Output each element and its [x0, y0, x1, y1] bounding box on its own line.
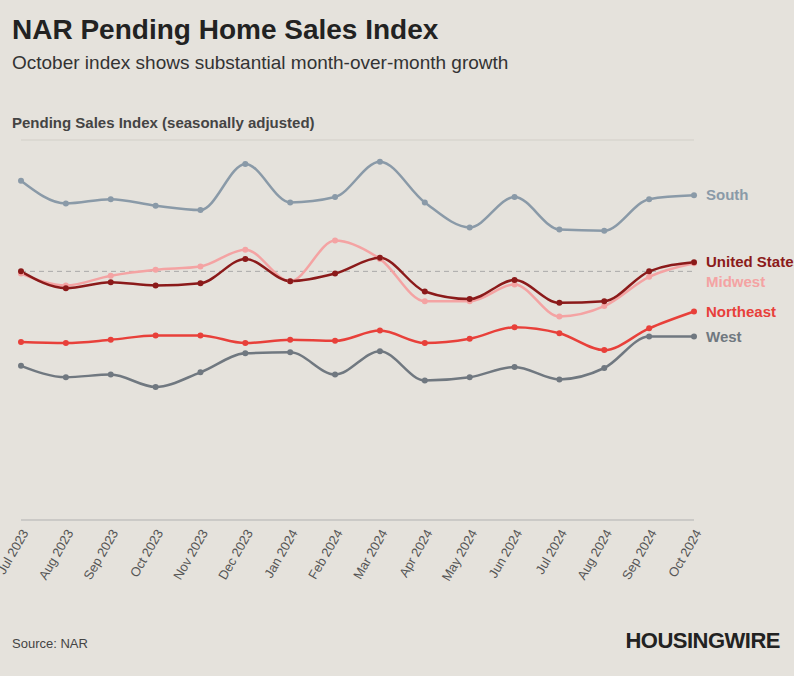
- html-text:October index shows substantia: October index shows substantial month-ov…: [12, 52, 509, 73]
- svg-text:Oct 2024: Oct 2024: [665, 527, 704, 580]
- svg-text:Jan 2024: Jan 2024: [261, 527, 301, 581]
- html-text:NAR Pending Home Sales Index: NAR Pending Home Sales Index: [12, 14, 439, 45]
- svg-text:Aug 2023: Aug 2023: [36, 527, 77, 583]
- svg-text:Sep 2023: Sep 2023: [80, 527, 121, 583]
- svg-text:Jul 2023: Jul 2023: [8, 527, 32, 577]
- svg-text:Jul 2024: Jul 2024: [532, 527, 570, 577]
- svg-text:Midwest: Midwest: [706, 273, 765, 290]
- html-text:HOUSINGWIRE: HOUSINGWIRE: [625, 628, 780, 653]
- svg-text:Jun 2024: Jun 2024: [485, 527, 525, 581]
- svg-text:United States: United States: [706, 253, 786, 270]
- svg-text:Northeast: Northeast: [706, 303, 776, 320]
- html-text:Pending Sales Index (seasonall: Pending Sales Index (seasonally adjusted…: [12, 114, 315, 131]
- svg-text:South: South: [706, 186, 749, 203]
- svg-text:Sep 2024: Sep 2024: [619, 527, 660, 583]
- svg-text:Nov 2023: Nov 2023: [170, 527, 211, 583]
- html-text:Source: NAR: Source: NAR: [12, 636, 88, 651]
- svg-text:Oct 2023: Oct 2023: [127, 527, 166, 580]
- svg-text:Feb 2024: Feb 2024: [305, 527, 345, 582]
- svg-text:Mar 2024: Mar 2024: [350, 527, 390, 582]
- svg-text:May 2024: May 2024: [439, 527, 481, 584]
- svg-text:Dec 2023: Dec 2023: [215, 527, 256, 583]
- svg-text:Apr 2024: Apr 2024: [396, 527, 435, 580]
- svg-text:West: West: [706, 328, 742, 345]
- svg-text:Aug 2024: Aug 2024: [574, 527, 615, 583]
